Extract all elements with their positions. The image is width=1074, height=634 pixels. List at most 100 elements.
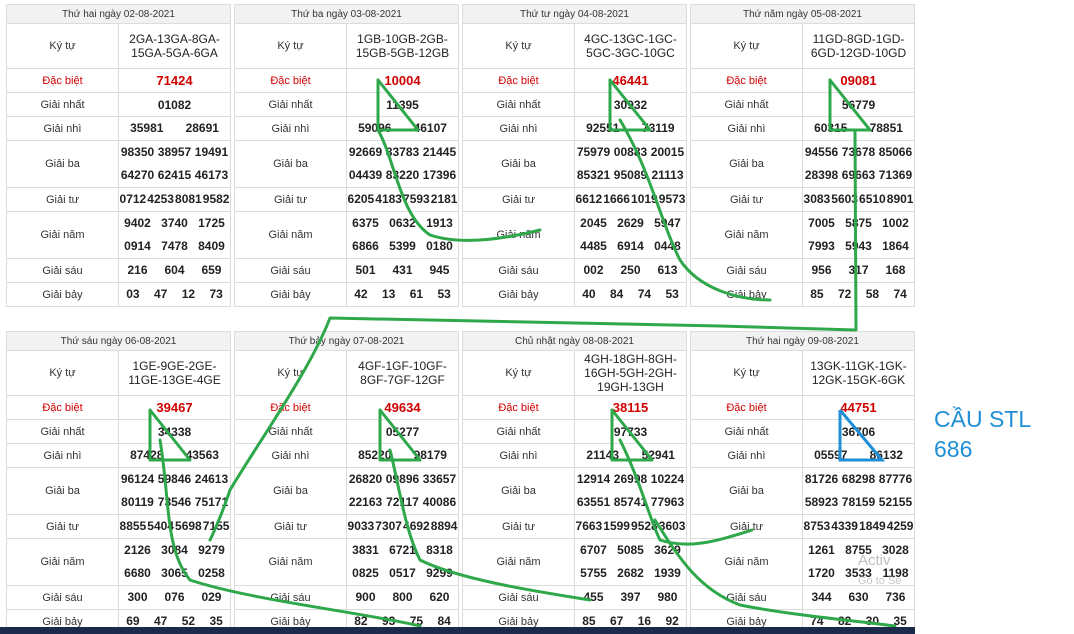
special-prize: 44751 xyxy=(802,395,915,420)
first-prize: 34338 xyxy=(118,419,231,444)
g4-values: 8855540456987155 xyxy=(118,514,231,539)
prize-number: 7307 xyxy=(375,519,402,533)
prize-number: 8081 xyxy=(175,192,202,206)
prize-number: 8409 xyxy=(198,239,225,253)
prize-number: 2181 xyxy=(430,192,458,206)
row-label-giai_tu: Giải tư xyxy=(690,187,803,212)
prize-number: 12914 xyxy=(576,472,611,486)
prize-number: 26820 xyxy=(348,472,383,486)
draw-code: 4GH-18GH-8GH-16GH-5GH-2GH-19GH-13GH xyxy=(574,350,687,396)
prize-number: 5399 xyxy=(389,239,416,253)
prize-number: 7478 xyxy=(161,239,188,253)
prize-number: 3629 xyxy=(654,543,681,557)
row-label-ky_tu: Ký tự xyxy=(6,350,119,396)
prize-number: 17396 xyxy=(422,168,457,182)
prize-number: 28691 xyxy=(185,121,219,135)
annotation-line1: CẦU STL xyxy=(934,406,1032,432)
prize-number: 317 xyxy=(848,263,869,277)
prize-number: 3084 xyxy=(161,543,188,557)
special-prize: 49634 xyxy=(346,395,459,420)
draw-code: 13GK-11GK-1GK-12GK-15GK-6GK xyxy=(802,350,915,396)
prize-number: 60315 xyxy=(814,121,848,135)
prize-number: 69663 xyxy=(841,168,876,182)
row-label-giai_nam: Giải năm xyxy=(6,211,119,259)
row-label-giai_nhi: Giải nhì xyxy=(462,116,575,141)
prize-number: 1849 xyxy=(859,519,886,533)
draw-date: Chủ nhật ngày 08-08-2021 xyxy=(462,331,687,351)
row-label-giai_ba: Giải ba xyxy=(234,467,347,515)
prize-number: 980 xyxy=(657,590,678,604)
row-label-dac_biet: Đặc biệt xyxy=(462,68,575,93)
first-prize: 01082 xyxy=(118,92,231,117)
prize-number: 2682 xyxy=(617,566,644,580)
draw-code: 11GD-8GD-1GD-6GD-12GD-10GD xyxy=(802,23,915,69)
prize-number: 95089 xyxy=(613,168,648,182)
prize-number: 0448 xyxy=(654,239,681,253)
prize-number: 80119 xyxy=(121,495,154,509)
prize-number: 16 xyxy=(637,614,652,628)
row-label-giai_sau: Giải sáu xyxy=(690,258,803,283)
draw-date: Thứ năm ngày 05-08-2021 xyxy=(690,4,915,24)
prize-number: 5085 xyxy=(617,543,644,557)
prize-number: 52155 xyxy=(878,495,913,509)
prize-number: 98179 xyxy=(413,448,447,462)
g7-values: 03 47 12 73 xyxy=(118,282,231,307)
prize-number: 73 xyxy=(209,287,223,301)
row-label-dac_biet: Đặc biệt xyxy=(690,68,803,93)
prize-number: 0517 xyxy=(389,566,416,580)
g4-values: 9033730746928894 xyxy=(346,514,459,539)
prize-number: 501 xyxy=(355,263,376,277)
prize-number: 86132 xyxy=(869,448,903,462)
row-label-ky_tu: Ký tự xyxy=(6,23,119,69)
row-label-dac_biet: Đặc biệt xyxy=(6,395,119,420)
prize-number: 3740 xyxy=(161,216,188,230)
prize-number: 0825 xyxy=(352,566,379,580)
prize-number: 6866 xyxy=(352,239,379,253)
g6-values: 300 076 029 xyxy=(118,585,231,610)
prize-number: 98350 xyxy=(120,145,155,159)
prize-number: 1599 xyxy=(603,519,630,533)
draw-code: 4GC-13GC-1GC-5GC-3GC-10GC xyxy=(574,23,687,69)
prize-number: 73678 xyxy=(841,145,876,159)
prize-number: 73119 xyxy=(641,121,675,135)
g2-values: 59096 46107 xyxy=(346,116,459,141)
prize-number: 8753 xyxy=(803,519,831,533)
prize-number: 1019 xyxy=(631,192,658,206)
prize-number: 002 xyxy=(583,263,604,277)
g7-values: 42 13 61 53 xyxy=(346,282,459,307)
prize-number: 81726 xyxy=(804,472,839,486)
prize-number: 0914 xyxy=(124,239,151,253)
row-label-giai_tu: Giải tư xyxy=(6,514,119,539)
prize-number: 630 xyxy=(848,590,869,604)
prize-number: 4253 xyxy=(147,192,174,206)
row-label-giai_bay: Giải bảy xyxy=(462,282,575,307)
prize-number: 26998 xyxy=(613,472,648,486)
prize-number: 5755 xyxy=(580,566,607,580)
prize-number: 85 xyxy=(810,287,824,301)
row-label-giai_nam: Giải năm xyxy=(6,538,119,586)
prize-number: 7663 xyxy=(575,519,603,533)
prize-number: 59846 xyxy=(157,472,192,486)
prize-number: 0632 xyxy=(389,216,416,230)
prize-number: 22163 xyxy=(348,495,383,509)
prize-number: 53 xyxy=(437,287,451,301)
row-label-dac_biet: Đặc biệt xyxy=(462,395,575,420)
prize-number: 6205 xyxy=(347,192,375,206)
row-label-giai_tu: Giải tư xyxy=(6,187,119,212)
prize-number: 5698 xyxy=(175,519,202,533)
special-prize: 38115 xyxy=(574,395,687,420)
row-label-giai_bay: Giải bảy xyxy=(690,282,803,307)
row-label-ky_tu: Ký tự xyxy=(234,350,347,396)
row-label-giai_nhi: Giải nhì xyxy=(462,443,575,468)
prize-number: 40 xyxy=(582,287,596,301)
prize-number: 620 xyxy=(429,590,450,604)
prize-number: 9582 xyxy=(202,192,230,206)
prize-number: 28398 xyxy=(804,168,839,182)
result-table: Thứ ba ngày 03-08-2021 Ký tự 1GB-10GB-2GB-… xyxy=(234,4,459,307)
g5-values: 2045 2629 5947 4485 6914 0448 xyxy=(574,211,687,259)
prize-number: 64270 xyxy=(120,168,155,182)
row-label-dac_biet: Đặc biệt xyxy=(234,395,347,420)
prize-number: 85 xyxy=(582,614,596,628)
row-label-giai_nhi: Giải nhì xyxy=(234,443,347,468)
prize-number: 076 xyxy=(164,590,185,604)
